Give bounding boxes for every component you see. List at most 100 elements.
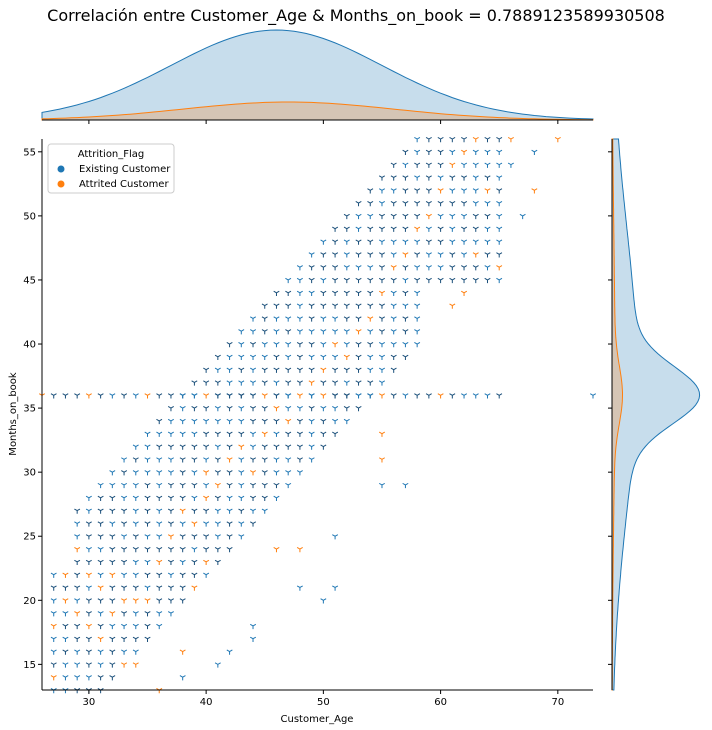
existing-point: [50, 636, 57, 642]
existing-point: [484, 149, 491, 156]
existing-point: [214, 662, 221, 668]
existing-point: [74, 636, 81, 642]
existing-point: [484, 136, 491, 143]
existing-point: [332, 367, 339, 373]
existing-point: [261, 316, 268, 322]
existing-point: [261, 508, 268, 514]
existing-point: [484, 226, 491, 232]
existing-point: [97, 547, 104, 553]
existing-point: [50, 598, 57, 604]
existing-point: [437, 226, 444, 232]
existing-point: [191, 547, 198, 553]
attrited-point: [273, 547, 280, 553]
existing-point: [74, 508, 81, 514]
existing-point: [109, 649, 116, 655]
existing-point: [472, 393, 479, 399]
existing-point: [132, 521, 139, 527]
existing-point: [367, 252, 374, 258]
existing-point: [226, 406, 233, 412]
existing-point: [62, 393, 69, 399]
existing-point: [296, 457, 303, 463]
existing-point: [214, 457, 221, 463]
existing-point: [226, 534, 233, 540]
existing-point: [144, 482, 151, 489]
existing-point: [496, 136, 503, 143]
existing-point: [156, 598, 163, 604]
attrited-point: [507, 136, 514, 143]
existing-point: [144, 495, 151, 501]
existing-point: [285, 393, 292, 399]
existing-point: [144, 521, 151, 527]
attrited-point: [367, 316, 374, 322]
existing-point: [285, 354, 292, 361]
existing-point: [261, 341, 268, 348]
existing-point: [308, 341, 315, 348]
existing-point: [332, 290, 339, 296]
existing-point: [437, 265, 444, 271]
existing-point: [156, 508, 163, 514]
existing-point: [191, 444, 198, 450]
existing-point: [437, 277, 444, 284]
existing-point: [320, 431, 327, 437]
existing-point: [132, 444, 139, 450]
attrited-point: [144, 393, 151, 399]
existing-point: [179, 547, 186, 553]
existing-point: [449, 239, 456, 245]
existing-point: [437, 252, 444, 258]
existing-point: [97, 687, 104, 694]
existing-point: [285, 431, 292, 437]
y-tick-label: 25: [23, 532, 36, 543]
existing-point: [273, 457, 280, 463]
existing-point: [296, 444, 303, 450]
attrited-point: [85, 572, 92, 578]
attrited-point: [203, 393, 210, 399]
existing-point: [156, 572, 163, 578]
existing-point: [308, 329, 315, 335]
existing-point: [308, 316, 315, 322]
existing-point: [461, 188, 468, 194]
existing-point: [214, 534, 221, 540]
existing-point: [203, 444, 210, 450]
existing-point: [121, 495, 128, 501]
existing-point: [308, 457, 315, 463]
existing-point: [425, 175, 432, 181]
existing-point: [378, 303, 386, 309]
attrited-point: [132, 662, 139, 668]
existing-point: [179, 482, 186, 489]
existing-point: [449, 136, 456, 143]
existing-point: [332, 393, 339, 399]
existing-point: [367, 380, 374, 386]
existing-point: [390, 226, 397, 232]
existing-point: [484, 277, 491, 284]
existing-point: [179, 393, 186, 399]
existing-point: [238, 534, 245, 540]
existing-point: [367, 354, 374, 361]
existing-point: [226, 393, 233, 399]
existing-point: [273, 418, 280, 425]
existing-point: [484, 393, 491, 399]
existing-point: [320, 341, 327, 348]
existing-point: [167, 585, 174, 591]
existing-point: [425, 393, 432, 399]
existing-point: [109, 508, 116, 514]
existing-point: [414, 316, 421, 322]
existing-point: [414, 162, 421, 168]
existing-point: [378, 239, 386, 245]
existing-point: [74, 598, 81, 604]
existing-point: [367, 188, 374, 194]
existing-point: [367, 265, 374, 271]
legend-marker-existing: [57, 165, 65, 173]
attrited-point: [554, 136, 561, 143]
existing-point: [285, 277, 292, 284]
existing-point: [249, 623, 257, 630]
existing-point: [414, 149, 421, 156]
existing-point: [109, 675, 116, 681]
existing-point: [238, 482, 245, 489]
existing-point: [449, 277, 456, 284]
existing-point: [179, 431, 186, 437]
existing-point: [214, 521, 221, 527]
existing-point: [109, 393, 116, 399]
existing-point: [355, 213, 362, 220]
existing-point: [191, 572, 198, 578]
existing-point: [461, 136, 468, 143]
